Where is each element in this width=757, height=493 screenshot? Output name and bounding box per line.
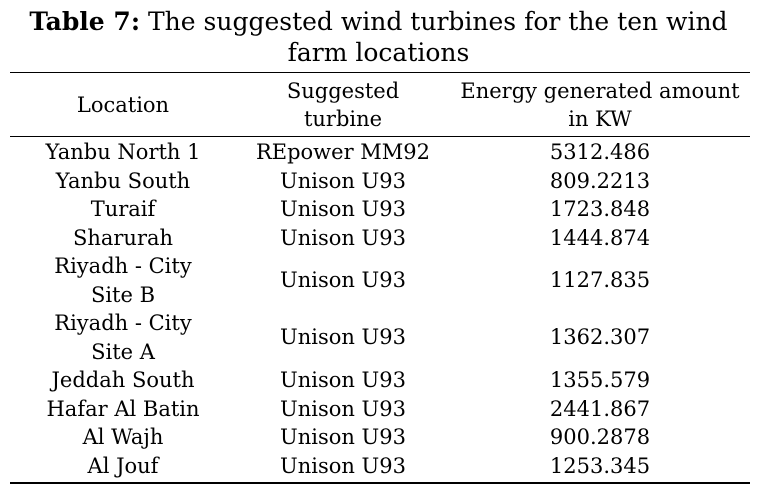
cell-location: Jeddah South [10,366,236,395]
cell-energy: 2441.867 [549,396,651,421]
caption-text-1: The suggested wind turbines for the ten … [140,7,728,36]
cell-energy: 5312.486 [549,140,651,164]
cell-energy: 1253.345 [549,453,651,478]
cell-location-line: Jeddah South [51,368,195,392]
cell-location: Hafar Al Batin [10,395,236,424]
cell-turbine: Unison U93 [280,325,406,350]
header-row: Location Suggested turbine Energy genera… [10,74,750,136]
cell-turbine: Unison U93 [280,425,406,449]
cell-location: Yanbu South [10,167,236,196]
header-turbine: Suggested turbine [236,74,450,136]
table-row: Riyadh - City Site B Unison U93 1127.835 [10,252,750,309]
table-row: Riyadh - City Site A Unison U93 1362.307 [10,309,750,366]
cell-turbine: Unison U93 [280,197,406,221]
cell-location-line: Riyadh - City [54,311,192,335]
cell-turbine: Unison U93 [280,453,406,478]
table-row: Sharurah Unison U93 1444.874 [10,224,750,253]
table-row: Yanbu North 1 REpower MM92 5312.486 [10,136,750,167]
cell-location-line: Hafar Al Batin [46,396,200,421]
cell-energy: 900.2878 [549,425,651,449]
cell-location-line: Riyadh - City [54,254,192,278]
header-turbine-line-1: Suggested [286,79,400,103]
cell-location: Riyadh - City Site B [10,252,236,309]
cell-location-line: Turaif [90,197,156,221]
cell-energy: 1355.579 [549,368,651,392]
cell-location-line: Site A [91,339,155,364]
table-row: Al Wajh Unison U93 900.2878 [10,423,750,452]
header-turbine-line-2: turbine [303,107,383,131]
caption-label: Table 7: [29,7,141,36]
cell-turbine: Unison U93 [280,268,406,293]
table-body: Yanbu North 1 REpower MM92 5312.486 Yanbu S… [10,136,750,480]
cell-turbine: Unison U93 [280,225,406,250]
cell-energy: 1723.848 [549,197,651,221]
top-rule [10,72,750,73]
cell-location: Sharurah [10,224,236,253]
cell-location: Yanbu North 1 [10,136,236,167]
cell-energy: 1362.307 [549,325,651,350]
table-row: Jeddah South Unison U93 1355.579 [10,366,750,395]
cell-turbine: Unison U93 [280,168,406,193]
cell-location: Riyadh - City Site A [10,309,236,366]
cell-location: Al Wajh [10,423,236,452]
cell-energy: 809.2213 [549,168,651,193]
table-row: Hafar Al Batin Unison U93 2441.867 [10,395,750,424]
header-rule [10,136,750,137]
cell-location-line: Site B [90,282,156,307]
header-energy-line-1: Energy generated amount [460,79,740,103]
header-location: Location [10,74,236,136]
caption-line-1: Table 7: The suggested wind turbines for… [0,6,757,37]
cell-turbine: Unison U93 [280,396,406,421]
cell-location: Turaif [10,195,236,224]
table-caption: Table 7: The suggested wind turbines for… [0,6,757,68]
cell-energy: 1444.874 [549,225,651,250]
wind-turbine-table: Location Suggested turbine Energy genera… [10,74,750,480]
cell-location-line: Al Jouf [87,453,159,478]
cell-location-line: Al Wajh [82,425,164,449]
header-energy: Energy generated amount in KW [450,74,750,136]
cell-location-line: Sharurah [72,225,174,250]
cell-turbine: Unison U93 [280,368,406,392]
cell-location-line: Yanbu North 1 [45,140,201,164]
cell-turbine: REpower MM92 [255,140,431,164]
table-row: Al Jouf Unison U93 1253.345 [10,452,750,481]
cell-energy: 1127.835 [549,268,651,293]
table-row: Turaif Unison U93 1723.848 [10,195,750,224]
header-location-line: Location [76,93,170,117]
table-row: Yanbu South Unison U93 809.2213 [10,167,750,196]
cell-location: Al Jouf [10,452,236,481]
bottom-rule [10,482,750,484]
caption-line-2: farm locations [287,38,470,67]
cell-location-line: Yanbu South [55,168,191,193]
header-energy-line-2: in KW [568,107,632,131]
